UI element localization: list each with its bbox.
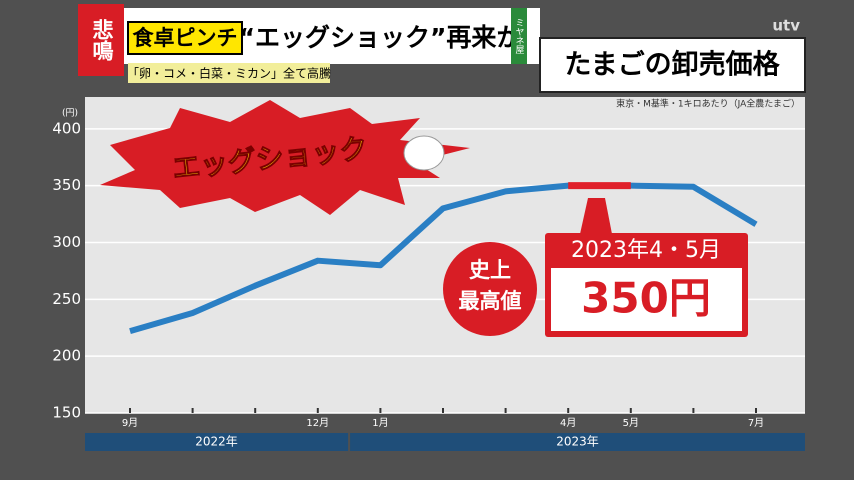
chicken-icon [403, 135, 445, 171]
y-tick-label: 200 [52, 347, 81, 365]
record-line: 最高値 [459, 289, 522, 313]
x-tick-label: 5月 [623, 417, 639, 429]
y-tick-label: 150 [52, 404, 81, 422]
badge: 悲鳴 [90, 18, 114, 61]
badge-box [78, 4, 124, 76]
year-label: 2022年 [195, 435, 238, 449]
callout-pointer [580, 198, 612, 234]
year-label: 2023年 [556, 435, 599, 449]
title-box [539, 37, 806, 93]
program: ミヤネ屋 [514, 18, 525, 55]
source-note: 東京・M基準・1キロあたり（JA全農たまご） [616, 98, 800, 110]
record-circle [443, 242, 537, 336]
burst [100, 100, 470, 215]
y-tick-label: 350 [52, 176, 81, 194]
program-box [511, 8, 527, 64]
x-tick-label: 9月 [122, 417, 138, 429]
x-tick-label: 12月 [306, 417, 329, 429]
x-tick-label: 7月 [748, 417, 764, 429]
x-tick-label: 1月 [372, 417, 388, 429]
chart-title: たまごの卸売価格 [564, 49, 780, 81]
callout-inner [551, 268, 742, 331]
tag-box [127, 21, 243, 55]
y-tick-label: 250 [52, 290, 81, 308]
y-unit: (円) [62, 108, 78, 119]
x-tick-label: 4月 [560, 417, 576, 429]
y-tick-label: 400 [52, 119, 81, 137]
year-band [350, 433, 805, 451]
year-band [85, 433, 349, 451]
subline-box [128, 63, 330, 83]
logo: utv [772, 17, 800, 35]
data-line [129, 182, 758, 335]
callout-price: 350円 [581, 274, 711, 323]
headline: “エッグショック”再来か [239, 23, 522, 52]
y-tick-label: 300 [52, 233, 81, 251]
record-line: 史上 [469, 258, 511, 282]
tag: 食卓ピンチ [133, 26, 238, 50]
subline: 「卵・コメ・白菜・ミカン」全て高騰 [127, 66, 331, 81]
callout-period: 2023年4・5月 [571, 238, 721, 263]
